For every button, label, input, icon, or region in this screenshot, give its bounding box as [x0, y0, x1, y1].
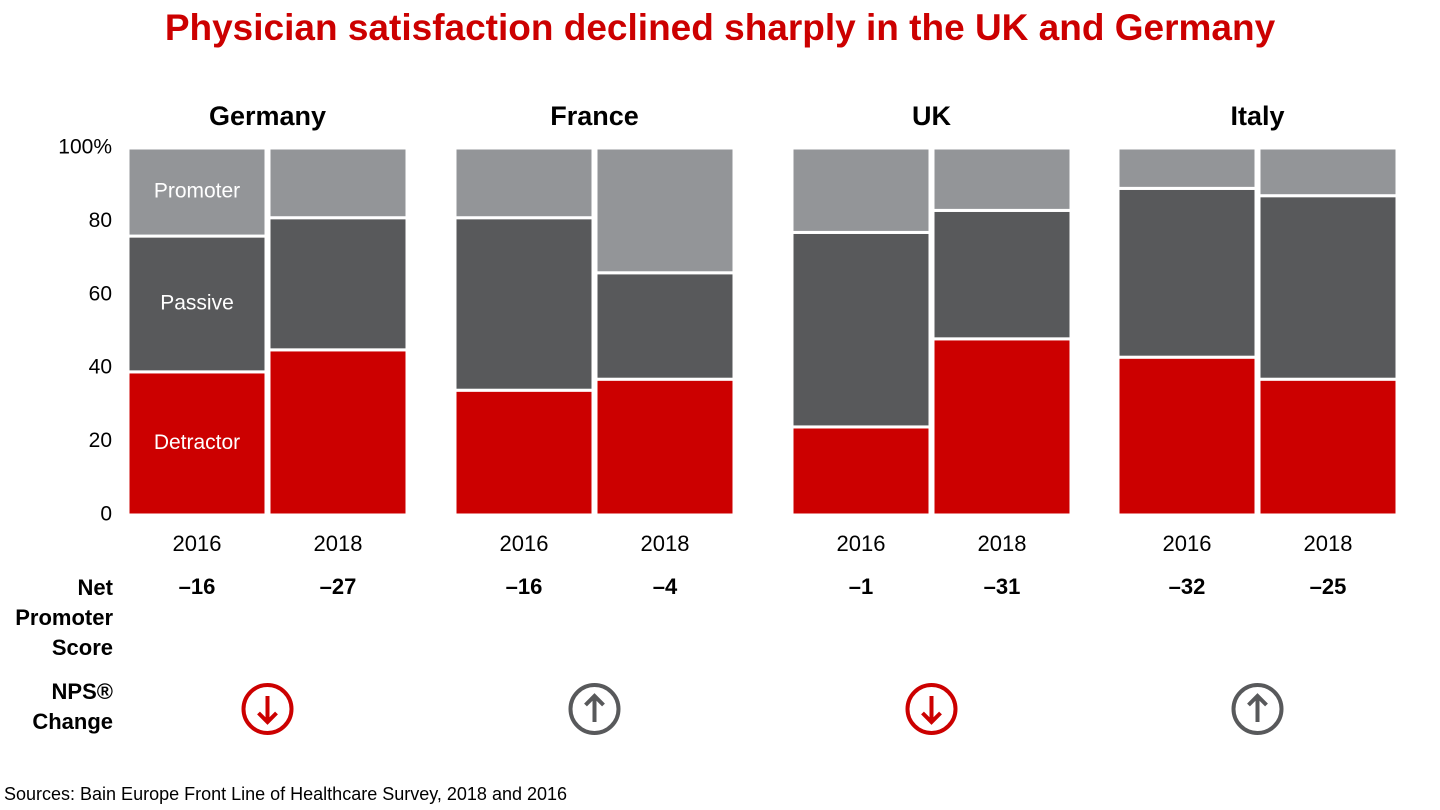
nps-change-arrowhead [584, 693, 605, 707]
nps-value: –4 [653, 574, 678, 599]
bar-segment [790, 230, 932, 429]
nps-change-row-label: NPS® Change [32, 679, 113, 734]
bar-segment [931, 337, 1073, 517]
x-tick-label: 2018 [978, 531, 1027, 556]
x-tick-label: 2016 [173, 531, 222, 556]
bar-segment [267, 348, 409, 517]
nps-row-label: Net Promoter Score [15, 575, 113, 660]
bar-segment [126, 146, 268, 238]
chart-title: Physician satisfaction declined sharply … [165, 7, 1276, 48]
nps-change-icon [568, 683, 621, 735]
y-tick-label: 0 [100, 503, 112, 526]
nps-value: –32 [1169, 574, 1206, 599]
x-tick-label: 2016 [1163, 531, 1212, 556]
x-tick-label: 2018 [1304, 531, 1353, 556]
bar-segment [126, 370, 268, 517]
nps-change-arrowhead [921, 711, 942, 725]
source-note: Sources: Bain Europe Front Line of Healt… [4, 784, 567, 804]
nps-value: –31 [984, 574, 1021, 599]
bar-segment [1257, 377, 1399, 517]
nps-change-arrowhead [257, 711, 278, 725]
bar-segment [594, 271, 736, 381]
panel-title: Germany [209, 101, 326, 131]
x-tick-label: 2018 [641, 531, 690, 556]
y-tick-label: 100% [58, 136, 112, 159]
nps-change-icon [905, 683, 958, 735]
nps-value: –16 [179, 574, 216, 599]
y-tick-label: 40 [89, 356, 112, 379]
bar-segment [594, 146, 736, 275]
bar-segment [267, 216, 409, 352]
bar-segment [453, 216, 595, 392]
bar-segment [126, 234, 268, 374]
panel-title: France [550, 101, 639, 131]
nps-value: –25 [1310, 574, 1347, 599]
nps-value: –27 [320, 574, 357, 599]
bar-segment [453, 388, 595, 517]
bar-segment [931, 146, 1073, 212]
nps-change-icon [241, 683, 294, 735]
panel-title: Italy [1230, 101, 1284, 131]
x-tick-label: 2016 [500, 531, 549, 556]
bar-segment [267, 146, 409, 220]
bar-segment [1116, 355, 1258, 517]
bar-segment [790, 146, 932, 234]
nps-value: –16 [506, 574, 543, 599]
panel-title: UK [912, 101, 951, 131]
bar-segment [453, 146, 595, 220]
bar-segment [1257, 146, 1399, 198]
segment-label: Detractor [154, 431, 240, 454]
y-tick-label: 20 [89, 429, 112, 452]
nps-change-icon [1231, 683, 1284, 735]
bar-segment [594, 377, 736, 517]
segment-label: Promoter [154, 180, 240, 203]
bar-segment [790, 425, 932, 517]
y-tick-label: 60 [89, 282, 112, 305]
segment-label: Passive [160, 292, 234, 315]
nps-value: –1 [849, 574, 873, 599]
x-tick-label: 2016 [837, 531, 886, 556]
x-tick-label: 2018 [314, 531, 363, 556]
bar-segment [1116, 146, 1258, 190]
bar-segment [1116, 186, 1258, 359]
nps-change-arrowhead [1247, 693, 1268, 707]
bar-segment [1257, 194, 1399, 381]
y-tick-label: 80 [89, 209, 112, 232]
bar-segment [931, 208, 1073, 341]
